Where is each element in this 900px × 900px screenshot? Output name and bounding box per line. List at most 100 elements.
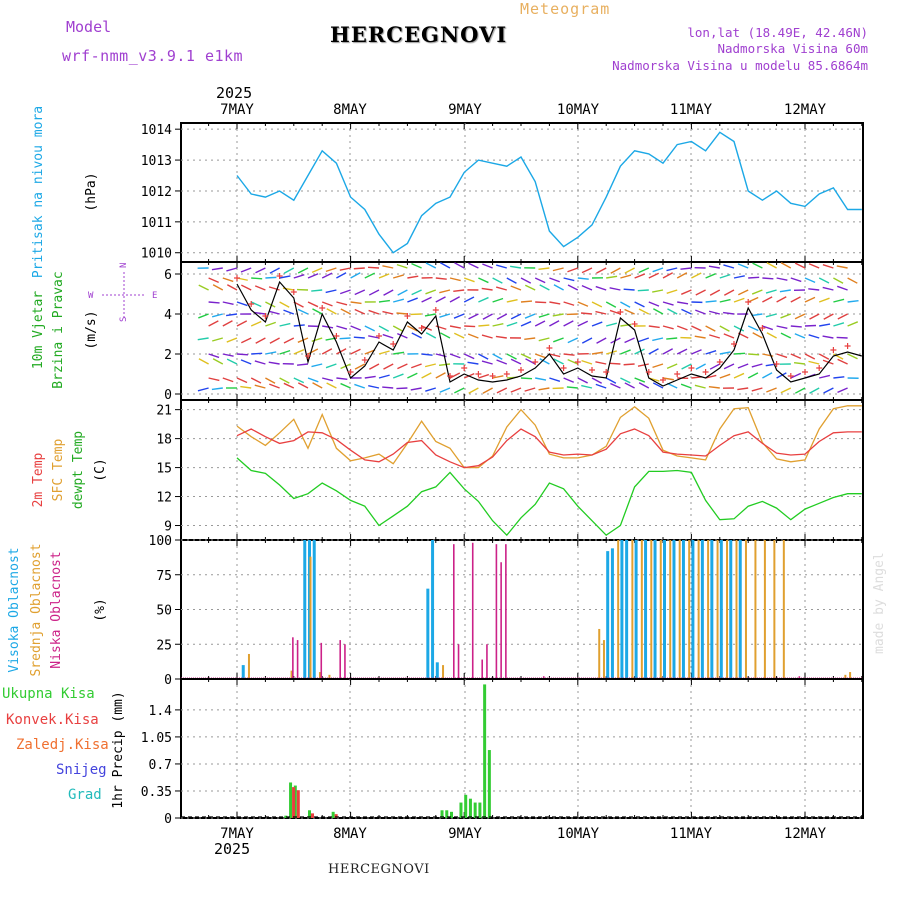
wind-arrow	[468, 313, 479, 320]
wind-arrow	[705, 374, 717, 379]
wind-arrow	[809, 387, 820, 394]
wind-arrow	[336, 272, 347, 279]
wind-arrow	[208, 277, 219, 284]
cloud-bar	[681, 540, 685, 679]
wind-arrow	[567, 267, 579, 273]
wind-arrow	[634, 273, 646, 279]
wind-arrow	[222, 377, 234, 383]
cloud-bar	[735, 540, 738, 679]
cloud-bar	[763, 540, 766, 679]
wind-arrow	[694, 335, 706, 339]
wind-arrow	[737, 387, 749, 391]
wind-arrow	[311, 337, 323, 342]
wind-gust-mark	[603, 369, 610, 375]
cloud-bar	[435, 662, 439, 679]
wind-gust-mark	[461, 365, 468, 371]
wind-arrow	[350, 301, 362, 305]
cloud-bar	[486, 644, 488, 679]
y-tick-label: 21	[156, 404, 172, 419]
sfc-temp-line	[236, 405, 862, 469]
wind-arrow	[809, 313, 820, 320]
wind-arrow	[595, 310, 607, 315]
wind-arrow	[496, 359, 508, 365]
wind-arrow	[510, 285, 522, 291]
cloud-bar	[247, 653, 250, 679]
y-tick-label: 18	[156, 433, 172, 448]
wind-arrow	[794, 387, 806, 394]
wind-arrow	[836, 265, 848, 269]
wind-arrow	[467, 333, 479, 339]
wind-arrow	[336, 348, 347, 355]
wind-arrow	[790, 325, 802, 328]
wind-arrow	[605, 377, 617, 384]
wind-arrow	[208, 301, 220, 304]
wind-arrow	[481, 334, 493, 339]
wind-arrow	[520, 353, 532, 360]
y-tick-label: 1012	[141, 185, 172, 200]
wind-arrow	[534, 353, 546, 359]
wind-arrow	[681, 363, 692, 370]
cloud-bar	[644, 540, 648, 679]
wind-gust-mark	[617, 309, 624, 315]
wind-arrow	[307, 377, 319, 383]
cloud-bar	[617, 540, 620, 679]
wind-arrow	[411, 363, 422, 369]
wind-arrow	[236, 301, 248, 307]
wind-arrow	[538, 313, 550, 318]
wind-arrow	[563, 353, 575, 356]
wind-arrow	[463, 277, 475, 283]
wind-arrow	[705, 300, 717, 303]
cloud-bar	[426, 588, 430, 679]
wind-arrow	[623, 363, 635, 366]
wind-arrow	[652, 363, 664, 369]
wind-arrow	[378, 299, 390, 303]
wind-arrow	[581, 284, 593, 291]
wind-arrow	[591, 351, 603, 355]
wind-gust-mark	[816, 365, 823, 371]
wind-gust-mark	[802, 369, 808, 375]
wind-arrow	[520, 277, 532, 284]
wind-arrow	[211, 267, 223, 271]
wind-arrow	[439, 387, 451, 393]
precip-bar	[440, 810, 444, 818]
wind-arrow	[297, 382, 309, 389]
wind-arrow	[648, 272, 660, 279]
wind-arrow	[538, 337, 550, 342]
wind-arrow	[808, 288, 820, 291]
wind-arrow	[439, 289, 451, 294]
wind-arrow	[563, 377, 575, 383]
wind-arrow	[752, 332, 763, 339]
cloud-ylabel-low: Niska Oblacnost	[49, 551, 64, 668]
wind-arrow	[609, 309, 621, 315]
cloud-bar	[634, 540, 638, 679]
wind-arrow	[368, 309, 380, 315]
precip-bar	[459, 802, 463, 818]
wind-arrow	[733, 352, 746, 355]
cloud-bar	[471, 542, 474, 679]
wind-arrow	[350, 272, 361, 279]
wind-arrow	[326, 382, 337, 389]
wind-arrow	[752, 262, 763, 269]
wind-arrow	[524, 313, 536, 319]
y-tick-label: 15	[156, 462, 172, 477]
wind-arrow	[293, 324, 305, 327]
wind-arrow	[609, 287, 621, 291]
wind-arrow	[610, 382, 621, 389]
day-label-top: 11MAY	[670, 102, 713, 118]
wind-arrow	[538, 267, 550, 270]
wind-arrow	[492, 375, 504, 379]
wind-arrow	[453, 332, 465, 339]
wind-arrow	[776, 277, 788, 281]
wind-arrow	[326, 308, 337, 315]
cloud-bar	[241, 665, 245, 679]
wind-gust-mark	[503, 371, 510, 377]
wind-arrow	[634, 377, 646, 383]
panel-pressure: 1010 1011 1012 1013 1014	[141, 122, 864, 263]
wind-arrow	[492, 353, 503, 360]
wind-arrow	[350, 325, 362, 331]
temp-ylabel-3: dewpt Temp	[71, 431, 86, 509]
precip-bar	[296, 790, 300, 818]
wind-gust-mark	[660, 377, 666, 383]
wind-arrow	[520, 377, 533, 380]
wind-arrow	[733, 325, 745, 332]
